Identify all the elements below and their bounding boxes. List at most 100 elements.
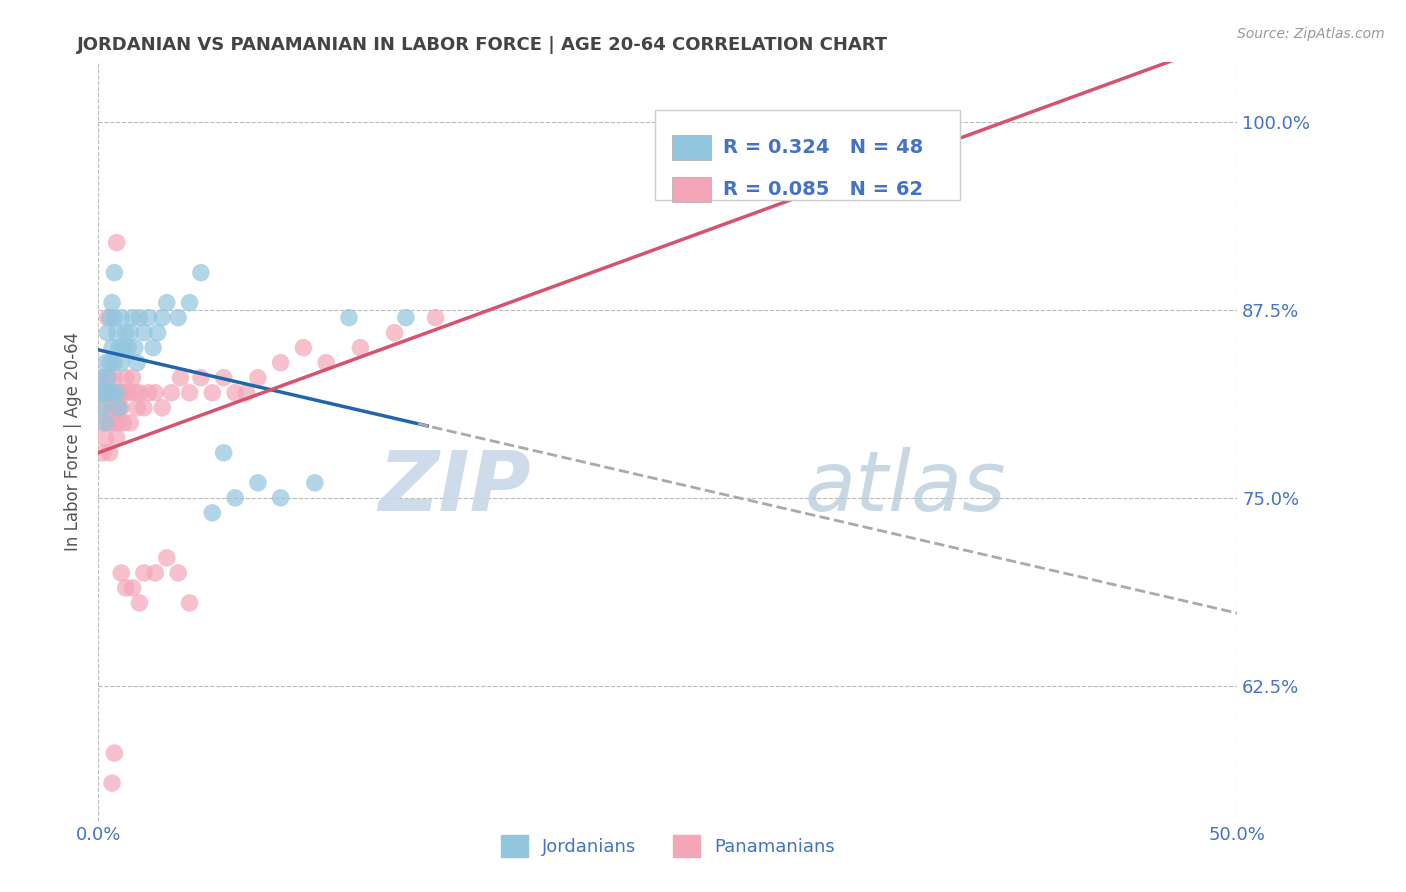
- Point: [110, 356, 132, 370]
- Point: [120, 416, 142, 430]
- Point: [190, 370, 212, 384]
- Point: [94, 416, 117, 430]
- Point: [96, 310, 118, 325]
- Text: atlas: atlas: [804, 447, 1007, 527]
- Point: [103, 416, 125, 430]
- Point: [270, 356, 292, 370]
- Point: [121, 581, 143, 595]
- Point: [150, 401, 173, 415]
- Point: [112, 416, 135, 430]
- Point: [108, 416, 131, 430]
- Point: [190, 266, 212, 280]
- Point: [105, 326, 128, 340]
- Point: [114, 370, 136, 384]
- Point: [94, 431, 117, 445]
- Point: [156, 550, 179, 565]
- Y-axis label: In Labor Force | Age 20-64: In Labor Force | Age 20-64: [65, 332, 83, 551]
- Point: [124, 385, 146, 400]
- Point: [179, 596, 201, 610]
- Point: [105, 431, 128, 445]
- Point: [105, 385, 128, 400]
- Point: [169, 370, 191, 384]
- Point: [98, 416, 121, 430]
- Point: [103, 356, 125, 370]
- Point: [101, 385, 124, 400]
- Point: [179, 385, 201, 400]
- Text: JORDANIAN VS PANAMANIAN IN LABOR FORCE | AGE 20-64 CORRELATION CHART: JORDANIAN VS PANAMANIAN IN LABOR FORCE |…: [77, 36, 889, 54]
- Point: [246, 475, 269, 490]
- Point: [235, 385, 257, 400]
- Point: [201, 506, 224, 520]
- Point: [98, 385, 121, 400]
- Point: [101, 341, 124, 355]
- Point: [91, 401, 114, 415]
- Point: [315, 356, 337, 370]
- Point: [145, 385, 167, 400]
- Point: [103, 370, 125, 384]
- Point: [91, 385, 114, 400]
- Point: [145, 566, 167, 580]
- Point: [127, 356, 149, 370]
- Point: [132, 326, 155, 340]
- Point: [91, 446, 114, 460]
- Point: [120, 326, 142, 340]
- Point: [270, 491, 292, 505]
- Point: [98, 310, 121, 325]
- Point: [101, 401, 124, 415]
- Point: [96, 385, 118, 400]
- Point: [124, 341, 146, 355]
- Point: [128, 596, 150, 610]
- Text: Source: ZipAtlas.com: Source: ZipAtlas.com: [1237, 27, 1385, 41]
- Point: [384, 326, 406, 340]
- Point: [224, 491, 246, 505]
- Point: [156, 295, 179, 310]
- Point: [98, 370, 121, 384]
- Point: [138, 310, 160, 325]
- Point: [160, 385, 183, 400]
- Point: [114, 581, 136, 595]
- Point: [114, 326, 136, 340]
- Point: [246, 370, 269, 384]
- Point: [304, 475, 326, 490]
- Point: [94, 385, 117, 400]
- Point: [395, 310, 418, 325]
- Point: [110, 566, 132, 580]
- Point: [90, 385, 112, 400]
- Point: [91, 416, 114, 430]
- Point: [96, 370, 118, 384]
- Point: [121, 310, 143, 325]
- Point: [110, 385, 132, 400]
- Point: [94, 370, 117, 384]
- Point: [105, 235, 128, 250]
- Point: [96, 326, 118, 340]
- Point: [108, 401, 131, 415]
- Point: [117, 385, 139, 400]
- Point: [167, 310, 190, 325]
- Point: [142, 341, 165, 355]
- Point: [101, 385, 124, 400]
- Point: [167, 566, 190, 580]
- Point: [132, 566, 155, 580]
- Point: [128, 310, 150, 325]
- Point: [425, 310, 447, 325]
- Point: [138, 385, 160, 400]
- Point: [179, 295, 201, 310]
- Point: [212, 446, 235, 460]
- Point: [108, 341, 131, 355]
- Point: [110, 310, 132, 325]
- Point: [121, 370, 143, 384]
- Point: [90, 370, 112, 384]
- Point: [201, 385, 224, 400]
- Point: [117, 341, 139, 355]
- Point: [127, 401, 149, 415]
- Point: [150, 310, 173, 325]
- Point: [103, 266, 125, 280]
- Point: [128, 385, 150, 400]
- Point: [101, 295, 124, 310]
- Text: R = 0.324   N = 48: R = 0.324 N = 48: [723, 138, 922, 158]
- Point: [337, 310, 360, 325]
- Point: [112, 385, 135, 400]
- Point: [349, 341, 371, 355]
- Point: [103, 746, 125, 760]
- Point: [105, 401, 128, 415]
